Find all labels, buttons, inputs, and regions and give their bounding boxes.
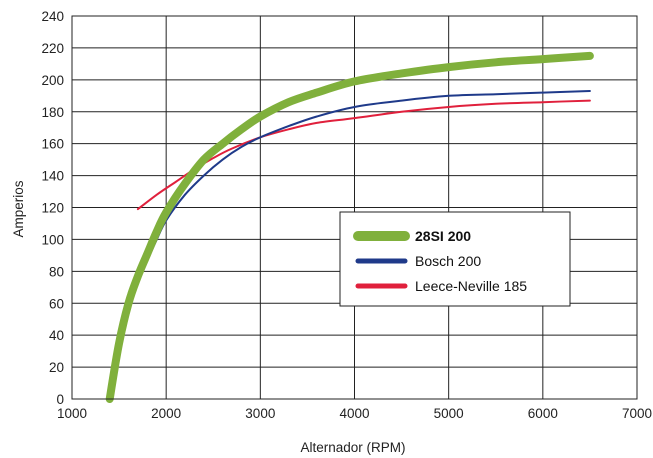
y-tick-label: 80 xyxy=(49,264,64,279)
y-tick-label: 220 xyxy=(41,41,64,56)
x-tick-label: 7000 xyxy=(622,406,652,421)
legend-label-2: Leece-Neville 185 xyxy=(415,278,527,294)
x-tick-label: 6000 xyxy=(528,406,558,421)
x-tick-label: 2000 xyxy=(151,406,181,421)
y-axis-title: Amperios xyxy=(11,180,26,237)
y-tick-label: 40 xyxy=(49,328,64,343)
series-lines xyxy=(105,51,594,403)
y-tick-label: 60 xyxy=(49,296,64,311)
x-tick-label: 4000 xyxy=(339,406,369,421)
legend: 28SI 200 Bosch 200 Leece-Neville 185 xyxy=(339,211,571,307)
y-tick-labels: 0 20 40 60 80 100 120 140 160 180 200 220 240 xyxy=(41,9,64,407)
y-tick-label: 180 xyxy=(41,105,64,120)
legend-label-0: 28SI 200 xyxy=(415,228,471,244)
x-tick-label: 1000 xyxy=(57,406,87,421)
y-tick-label: 120 xyxy=(41,201,64,216)
y-tick-label: 160 xyxy=(41,137,64,152)
series-line-1 xyxy=(146,90,591,262)
plot-area-border xyxy=(71,15,638,400)
y-tick-label: 240 xyxy=(41,9,64,24)
y-tick-label: 100 xyxy=(41,232,64,247)
y-tick-label: 20 xyxy=(49,360,64,375)
plot-frame xyxy=(71,15,638,400)
x-tick-labels: 1000 2000 3000 4000 5000 6000 7000 xyxy=(57,406,652,421)
x-axis-title: Alternador (RPM) xyxy=(300,440,405,455)
y-tick-label: 0 xyxy=(56,392,64,407)
series-line-2 xyxy=(136,99,591,211)
y-tick-label: 200 xyxy=(41,73,64,88)
series-line-0 xyxy=(105,51,594,403)
y-tick-label: 140 xyxy=(41,169,64,184)
x-tick-label: 5000 xyxy=(434,406,464,421)
x-tick-label: 3000 xyxy=(245,406,275,421)
legend-label-1: Bosch 200 xyxy=(415,253,481,269)
